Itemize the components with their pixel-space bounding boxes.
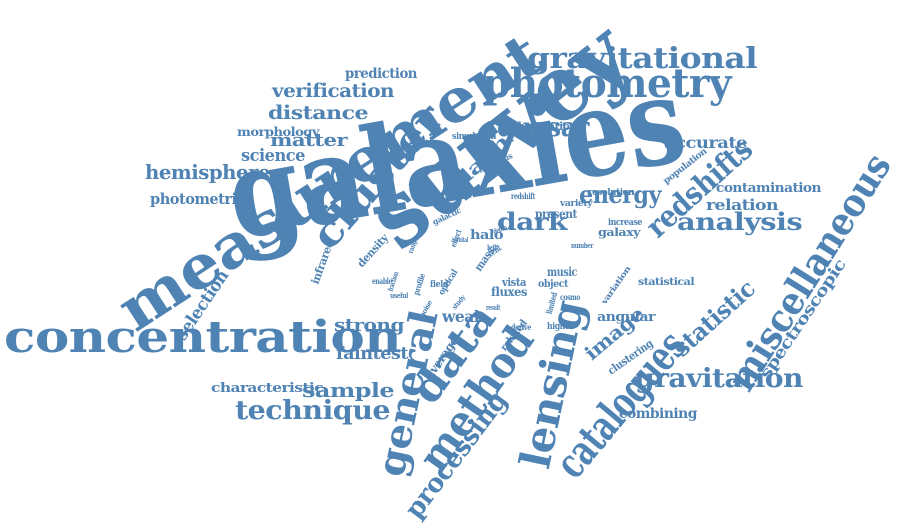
word-concentration: concentration [4, 311, 402, 363]
word-variation: variation [598, 264, 633, 307]
word-quasar: quasar [497, 112, 589, 143]
word-gravitation: gravitation [635, 363, 803, 394]
word-analysis: analysis [677, 207, 803, 237]
word-object: object [538, 278, 569, 290]
word-statistical: statistical [638, 276, 695, 288]
word-gravitational: gravitational [527, 41, 758, 76]
word-weak: weak [442, 306, 485, 326]
word-photometry: photometry [483, 60, 732, 108]
word-science: science [241, 146, 306, 167]
word-prediction: prediction [345, 65, 417, 82]
word-present: present [535, 207, 578, 222]
word-verification: verification [272, 80, 395, 103]
word-fraction: fraction [385, 270, 401, 293]
word-photometric: photometric [150, 189, 245, 208]
word-derive: derive [511, 322, 531, 333]
word-technique: technique [235, 395, 391, 426]
word-accurate: accurate [664, 132, 748, 152]
word-halo: halo [470, 228, 504, 244]
word-music: music [547, 265, 577, 280]
word-characteristic: characteristic [211, 381, 324, 397]
word-energy: energy [579, 180, 661, 210]
word-higher: higher [547, 321, 574, 332]
word-enable: enable [372, 276, 393, 287]
word-vista: vista [502, 275, 526, 289]
word-observation: observation [511, 119, 577, 133]
word-increase: increase [608, 217, 642, 228]
word-simulation: simulation [452, 131, 496, 142]
word-useful: useful [390, 291, 408, 301]
word-angular: angular [597, 310, 656, 326]
word-number: number [571, 241, 593, 251]
word-hemisphere: hemisphere [145, 159, 271, 184]
word-left: left [487, 243, 497, 253]
word-cosmo: cosmo [560, 292, 581, 303]
word-morphology: morphology [237, 125, 320, 140]
word-dark: dark [497, 207, 568, 237]
word-faintest: faintest [336, 344, 409, 365]
word-strong: strong [334, 315, 405, 337]
word-fluxes: fluxes [491, 285, 528, 300]
word-variety: variety [560, 198, 593, 209]
word-field: field [430, 279, 449, 290]
word-orbital: orbital [454, 237, 469, 245]
word-contamination: contamination [716, 181, 822, 197]
word-distance: distance [268, 102, 369, 125]
word-profile: profile [410, 272, 428, 297]
word-relation: relation [706, 195, 779, 214]
word-result: result [486, 303, 500, 313]
word-matter: matter [270, 130, 348, 152]
word-galaxy: galaxy [598, 225, 641, 239]
word-combining: combining [619, 405, 697, 422]
word-sample: sample [302, 377, 395, 402]
word-resolution: resolution [588, 187, 635, 198]
word-redshift: redshift [511, 191, 535, 202]
